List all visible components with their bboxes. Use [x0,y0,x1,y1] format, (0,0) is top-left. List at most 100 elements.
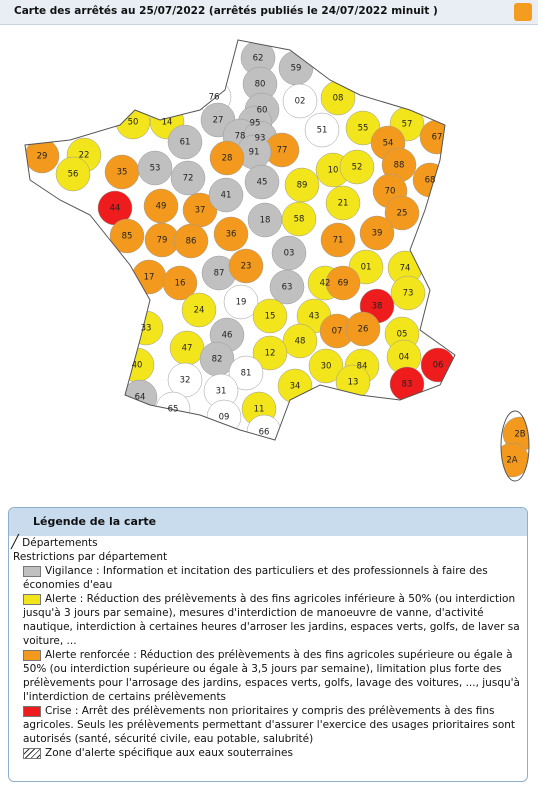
department-area [282,323,318,359]
department-label: 63 [282,283,293,293]
department-label: 06 [433,361,444,371]
department-label: 02 [295,97,306,107]
rss-icon[interactable] [514,3,532,21]
department-label: 49 [156,202,167,212]
department-area [228,355,264,391]
department-label: 17 [144,273,155,283]
department-label: 70 [385,187,396,197]
department-label: 74 [400,264,411,274]
department-label: 19 [236,298,247,308]
department-label: 25 [397,209,408,219]
department-label: 33 [141,324,152,334]
department-label: 64 [135,393,146,403]
department-label: 67 [432,133,443,143]
department-area [223,284,259,320]
department-label: 01 [361,263,372,273]
department-area [167,124,203,160]
department-area [384,195,420,231]
department-label: 05 [397,330,408,340]
department-area [325,185,361,221]
department-label: 66 [259,428,270,438]
department-label: 2B [514,430,525,440]
department-area [284,167,320,203]
department-area [109,218,145,254]
department-label: 50 [128,118,139,128]
department-label: 71 [333,236,344,246]
legend-item: Alerte renforcée : Réduction des prélève… [9,648,527,704]
department-label: 45 [257,178,268,188]
department-area [252,335,288,371]
department-label: 95 [250,119,261,129]
department-label: 85 [122,232,133,242]
department-label: 09 [219,413,230,423]
header: Carte des arrêtés au 25/07/2022 (arrêtés… [0,0,538,25]
department-label: 73 [403,289,414,299]
department-label: 72 [183,174,194,184]
department-label: 24 [194,306,205,316]
department-area [269,269,305,305]
department-area [282,83,318,119]
department-area [173,223,209,259]
department-area [252,298,288,334]
department-label: 78 [235,132,246,142]
label: Alerte : Réduction des prélèvements à de… [23,593,520,647]
department-area [320,222,356,258]
department-label: 34 [290,382,301,392]
departments-fill [25,40,529,481]
legend-title: Légende de la carte [9,508,527,536]
department-label: 38 [372,302,383,312]
department-label: 2A [506,456,517,466]
department-label: 65 [168,405,179,415]
department-label: 46 [222,331,233,341]
department-label: 35 [117,168,128,178]
department-label: 79 [157,236,168,246]
department-label: 16 [175,279,186,289]
france-outline [24,39,456,441]
department-label: 62 [253,54,264,64]
department-label: 12 [265,349,276,359]
department-label: 77 [277,146,288,156]
legend-departments: ╱ Départements [11,535,98,550]
department-label: 26 [358,325,369,335]
label: Alerte renforcée : Réduction des prélève… [23,649,520,703]
department-label: 41 [221,191,232,201]
department-area [209,140,245,176]
department-area [137,150,173,186]
department-label: 10 [328,166,339,176]
map: 62 59 76 80 02 08 14 50 27 60 95 51 55 57 67 29 22 61 78 93… [24,39,530,482]
department-label: 69 [338,279,349,289]
department-label: 18 [260,216,271,226]
department-area [390,275,426,311]
department-label: 22 [79,151,90,161]
department-label: 59 [291,64,302,74]
department-label: 56 [68,170,79,180]
department-label: 80 [255,80,266,90]
title: Carte des arrêtés au 25/07/2022 (arrêtés… [14,5,438,17]
department-label: 36 [226,230,237,240]
department-area [308,348,344,384]
department-label: 44 [110,204,121,214]
department-area [325,265,361,301]
department-label: 32 [180,376,191,386]
department-label: 43 [309,312,320,322]
department-label: 27 [213,116,224,126]
legend: Légende de la carte ╱ Départements Restr… [8,507,528,782]
department-label: 83 [402,380,413,390]
department-label: 07 [332,327,343,337]
label: Crise : Arrêt des prélèvements non prior… [23,705,516,745]
department-label: 93 [255,134,266,144]
department-area [208,177,244,213]
department-label: 57 [402,120,413,130]
department-area [228,248,264,284]
department-label: 52 [352,163,363,173]
department-label: 60 [257,106,268,116]
legend-item: Crise : Arrêt des prélèvements non prior… [9,704,527,746]
department-label: 68 [425,176,436,186]
department-label: 28 [222,154,233,164]
department-area [339,149,375,185]
department-label: 61 [180,138,191,148]
department-label: 37 [195,206,206,216]
department-label: 04 [399,353,410,363]
department-label: 40 [132,361,143,371]
department-label: 14 [162,118,173,128]
